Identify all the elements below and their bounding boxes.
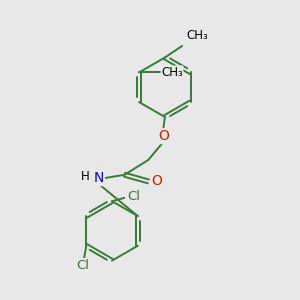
Text: Cl: Cl: [76, 259, 89, 272]
Text: Cl: Cl: [127, 190, 140, 203]
Text: H: H: [81, 170, 89, 183]
Text: O: O: [151, 174, 162, 188]
Text: N: N: [94, 171, 104, 185]
Text: CH₃: CH₃: [186, 29, 208, 42]
Text: CH₃: CH₃: [161, 66, 183, 79]
Text: O: O: [158, 129, 169, 143]
